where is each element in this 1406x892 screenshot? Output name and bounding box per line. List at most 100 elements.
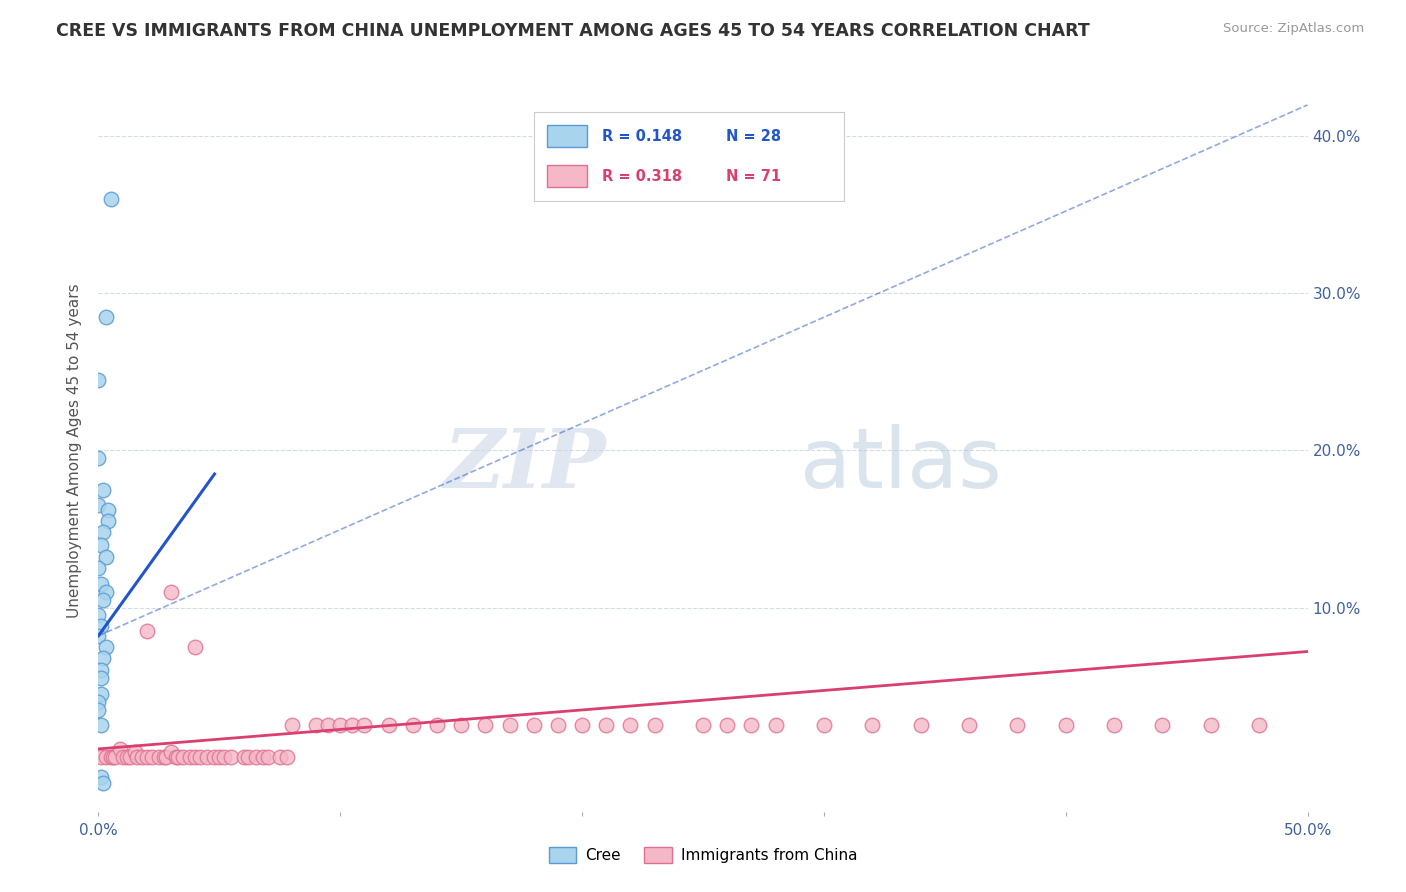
Point	[474, 718, 496, 732]
Point	[547, 718, 569, 732]
Point	[94, 584, 117, 599]
Point	[127, 749, 149, 764]
Point	[87, 703, 110, 717]
Text: atlas: atlas	[800, 425, 1001, 506]
Point	[740, 718, 762, 732]
Point	[860, 718, 883, 732]
Point	[523, 718, 546, 732]
Point	[131, 749, 153, 764]
Text: R = 0.148: R = 0.148	[602, 128, 682, 144]
Point	[184, 640, 207, 654]
Point	[160, 745, 183, 759]
Point	[256, 749, 278, 764]
Point	[195, 749, 218, 764]
Point	[152, 749, 174, 764]
FancyBboxPatch shape	[547, 125, 586, 147]
Point	[179, 749, 201, 764]
Point	[329, 718, 352, 732]
Point	[184, 749, 207, 764]
Point	[1007, 718, 1029, 732]
Point	[87, 451, 110, 466]
Point	[426, 718, 449, 732]
Y-axis label: Unemployment Among Ages 45 to 54 years: Unemployment Among Ages 45 to 54 years	[66, 283, 82, 618]
Point	[160, 584, 183, 599]
Point	[90, 770, 112, 784]
Point	[87, 561, 110, 575]
Point	[90, 619, 112, 633]
Point	[716, 718, 738, 732]
Point	[245, 749, 267, 764]
Point	[90, 577, 112, 591]
Point	[167, 749, 190, 764]
Point	[188, 749, 211, 764]
Point	[165, 749, 187, 764]
Point	[252, 749, 274, 764]
Point	[108, 742, 131, 756]
Point	[212, 749, 235, 764]
Point	[94, 640, 117, 654]
Point	[1054, 718, 1077, 732]
Point	[90, 718, 112, 732]
Point	[155, 749, 177, 764]
FancyBboxPatch shape	[547, 165, 586, 187]
Point	[91, 592, 114, 607]
Point	[97, 514, 120, 528]
Point	[619, 718, 641, 732]
Point	[305, 718, 328, 732]
Point	[1249, 718, 1271, 732]
Point	[148, 749, 170, 764]
Point	[97, 503, 120, 517]
Point	[595, 718, 617, 732]
Point	[269, 749, 291, 764]
Point	[91, 650, 114, 665]
Point	[90, 749, 112, 764]
Point	[644, 718, 666, 732]
Point	[1152, 718, 1174, 732]
Point	[316, 718, 339, 732]
Point	[94, 550, 117, 565]
Point	[276, 749, 298, 764]
Point	[172, 749, 194, 764]
Text: ZIP: ZIP	[444, 425, 606, 505]
Point	[1199, 718, 1222, 732]
Point	[135, 749, 157, 764]
Point	[87, 695, 110, 709]
Point	[813, 718, 835, 732]
Point	[91, 525, 114, 540]
Legend: Cree, Immigrants from China: Cree, Immigrants from China	[543, 841, 863, 869]
Point	[342, 718, 364, 732]
Point	[87, 499, 110, 513]
Point	[101, 749, 124, 764]
Point	[765, 718, 787, 732]
Point	[90, 664, 112, 678]
Point	[94, 749, 117, 764]
Point	[87, 373, 110, 387]
Point	[1102, 718, 1125, 732]
Point	[141, 749, 163, 764]
Point	[104, 749, 127, 764]
Point	[87, 608, 110, 623]
Point	[402, 718, 425, 732]
Point	[117, 749, 139, 764]
Point	[91, 483, 114, 497]
Text: N = 28: N = 28	[725, 128, 782, 144]
Point	[204, 749, 226, 764]
Point	[238, 749, 260, 764]
Point	[957, 718, 980, 732]
Point	[90, 687, 112, 701]
Text: Source: ZipAtlas.com: Source: ZipAtlas.com	[1223, 22, 1364, 36]
Point	[135, 624, 157, 639]
Point	[353, 718, 375, 732]
Point	[281, 718, 304, 732]
Point	[90, 538, 112, 552]
Point	[118, 749, 141, 764]
Point	[571, 718, 593, 732]
Text: CREE VS IMMIGRANTS FROM CHINA UNEMPLOYMENT AMONG AGES 45 TO 54 YEARS CORRELATION: CREE VS IMMIGRANTS FROM CHINA UNEMPLOYME…	[56, 22, 1090, 40]
Point	[377, 718, 399, 732]
Point	[111, 749, 134, 764]
Point	[910, 718, 932, 732]
Point	[91, 776, 114, 790]
Point	[100, 749, 122, 764]
Point	[124, 745, 146, 759]
Point	[692, 718, 714, 732]
